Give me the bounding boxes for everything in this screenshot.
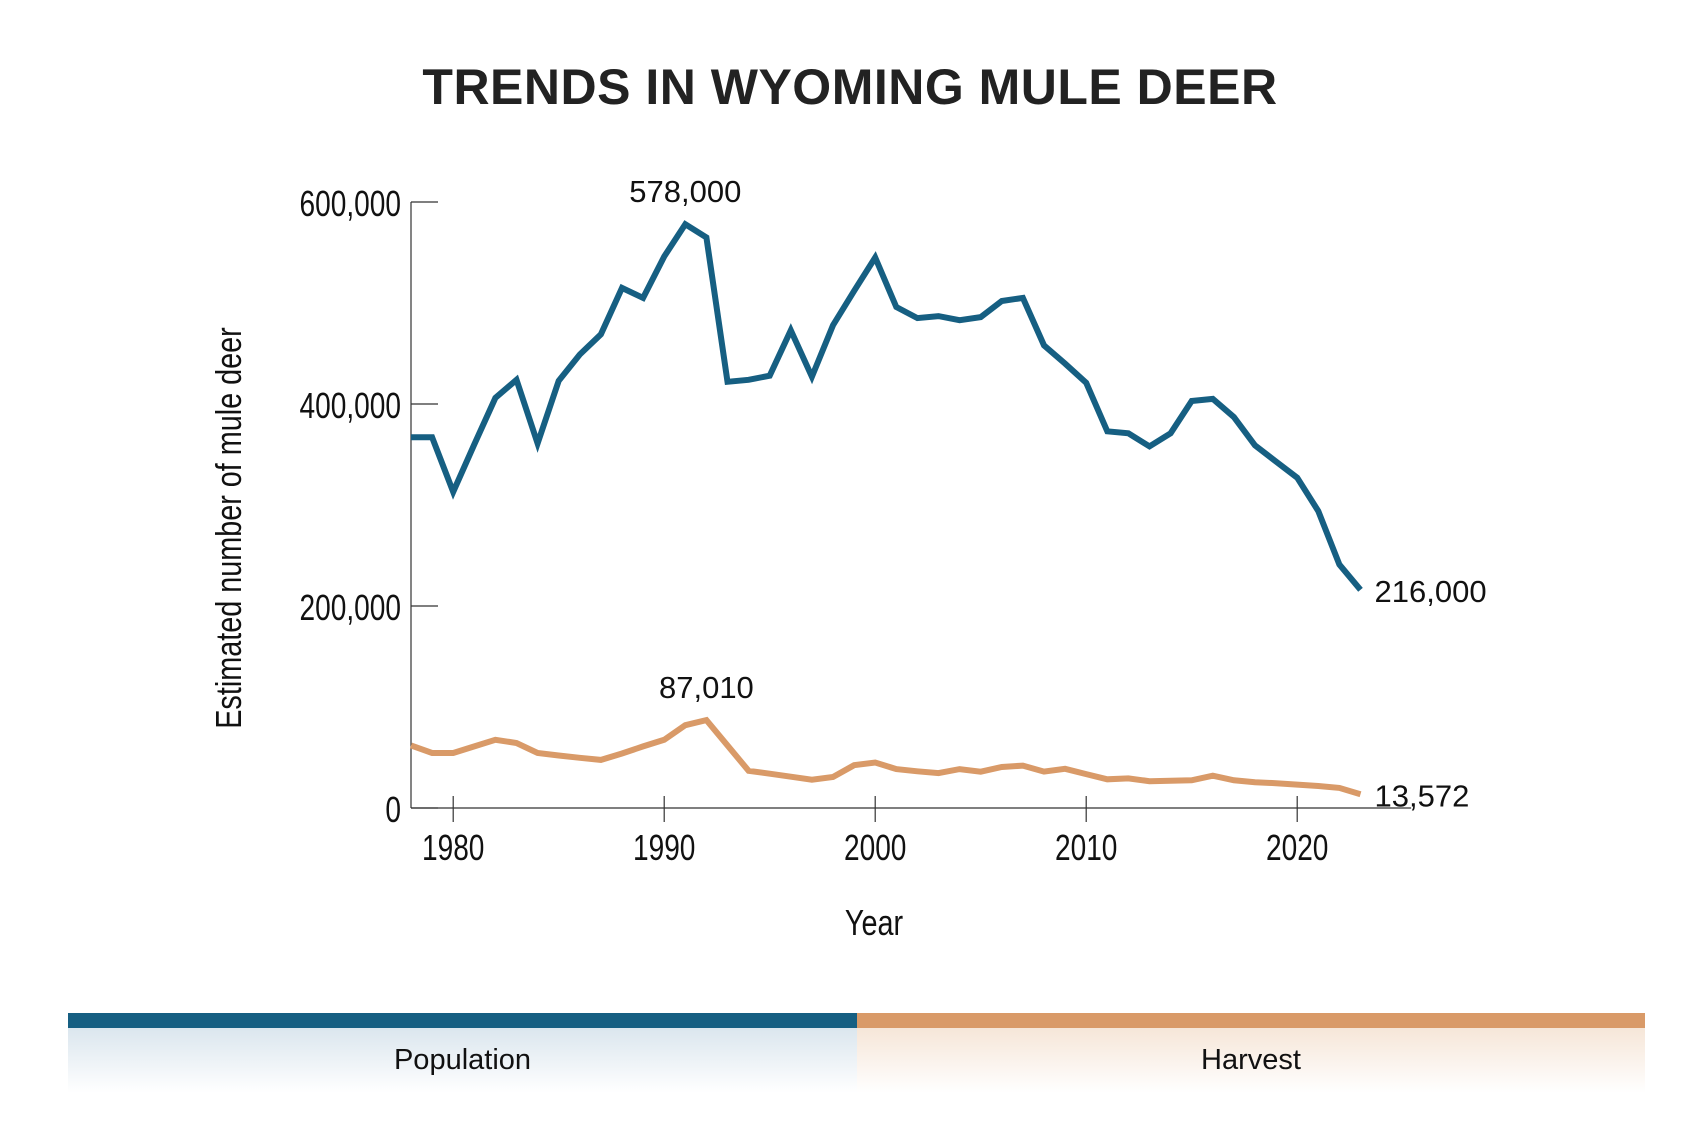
data-label: 87,010: [659, 670, 754, 705]
legend-swatch-population: [68, 1013, 857, 1028]
legend-swatch-harvest: [857, 1013, 1645, 1028]
x-tick-label: 1980: [422, 828, 484, 868]
x-tick-label: 2020: [1266, 828, 1328, 868]
y-tick-label: 200,000: [300, 588, 401, 628]
y-tick-label: 0: [385, 790, 401, 830]
x-tick-label: 2000: [844, 828, 906, 868]
series-line-population: [411, 220, 1363, 592]
data-label: 578,000: [629, 174, 741, 209]
legend-item-harvest: Harvest: [857, 1013, 1645, 1093]
legend-label-population: Population: [68, 1028, 857, 1093]
x-tick-label: 2010: [1055, 828, 1117, 868]
series-line-harvest: [409, 716, 1362, 798]
x-tick-label: 1990: [633, 828, 695, 868]
legend-item-population: Population: [68, 1013, 857, 1093]
chart-title: TRENDS IN WYOMING MULE DEER: [422, 59, 1278, 115]
data-label: 216,000: [1375, 574, 1487, 609]
data-label: 13,572: [1375, 778, 1470, 813]
x-axis-title: Year: [845, 902, 903, 943]
legend-label-harvest: Harvest: [857, 1028, 1645, 1093]
line-chart: 0 200,000 400,000 600,000 1980 1990 2000 2010 20…: [208, 174, 1487, 943]
y-tick-label: 400,000: [300, 386, 401, 426]
y-axis-title: Estimated number of mule deer: [208, 327, 249, 729]
y-tick-label: 600,000: [300, 184, 401, 224]
